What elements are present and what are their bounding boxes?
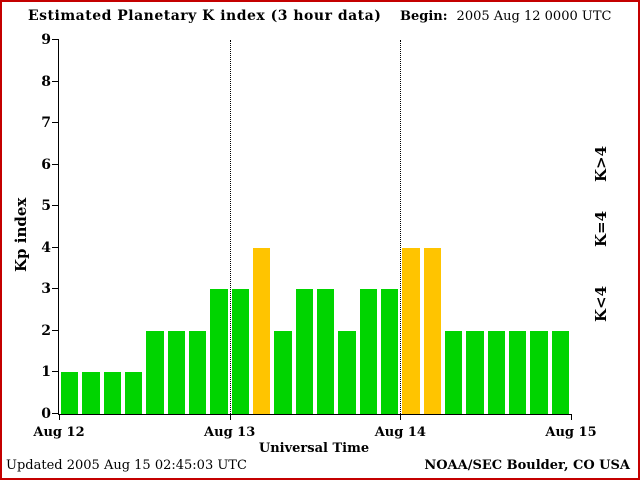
kp-bar-20: [487, 330, 505, 414]
kp-bar-10: [274, 330, 292, 414]
y-tick-8: [52, 80, 59, 82]
y-tick-4: [52, 246, 59, 248]
updated-timestamp: Updated 2005 Aug 15 02:45:03 UTC: [6, 458, 247, 473]
kp-bar-11: [295, 289, 313, 414]
x-axis-title: Universal Time: [258, 441, 370, 456]
kp-bar-5: [167, 330, 185, 414]
x-tick-0: [59, 414, 60, 420]
y-tick-label-0: 0: [41, 406, 51, 422]
y-tick-1: [52, 371, 59, 373]
credit-text: NOAA/SEC Boulder, CO USA: [424, 458, 630, 473]
begin-label: Begin:: [400, 9, 448, 24]
y-tick-5: [52, 205, 59, 207]
kp-bar-3: [125, 372, 143, 414]
kp-bar-23: [551, 330, 569, 414]
kp-bar-18: [445, 330, 463, 414]
y-tick-label-1: 1: [41, 364, 51, 381]
x-tick-label-3: Aug 15: [545, 425, 597, 440]
kp-bar-14: [359, 289, 377, 414]
y-tick-label-8: 8: [41, 73, 51, 90]
x-tick-label-2: Aug 14: [374, 425, 426, 440]
x-tick-2: [400, 414, 402, 420]
legend-label-k-lt-4: K<4: [592, 285, 610, 322]
kp-bar-13: [338, 330, 356, 414]
y-tick-3: [52, 288, 59, 290]
day-boundary-line-0: [229, 40, 231, 414]
y-tick-9: [52, 39, 59, 40]
y-tick-label-6: 6: [41, 156, 51, 173]
kp-bar-21: [509, 330, 527, 414]
y-tick-7: [52, 122, 59, 124]
kp-bar-19: [466, 330, 484, 414]
kp-bar-1: [82, 372, 100, 414]
kp-bar-7: [210, 289, 228, 414]
page-title: Estimated Planetary K index (3 hour data…: [28, 8, 382, 24]
y-tick-label-3: 3: [41, 281, 51, 298]
begin-value: 2005 Aug 12 0000 UTC: [456, 9, 612, 24]
x-tick-label-0: Aug 12: [33, 425, 85, 440]
x-tick-1: [229, 414, 231, 420]
kp-bar-12: [317, 289, 335, 414]
y-tick-label-5: 5: [41, 198, 51, 215]
kp-bar-0: [61, 372, 79, 414]
y-tick-label-7: 7: [41, 115, 51, 132]
legend-label-k-gt-4: K>4: [592, 145, 610, 182]
kp-bar-9: [253, 247, 271, 414]
y-tick-2: [52, 329, 59, 331]
x-tick-label-1: Aug 13: [204, 425, 256, 440]
kp-bar-15: [381, 289, 399, 414]
y-tick-label-4: 4: [41, 239, 51, 256]
kp-bar-16: [402, 247, 420, 414]
kp-bar-2: [103, 372, 121, 414]
plot-area: 0 1 2 3 4 5 6 7 8 9 Aug 12 Aug 13 Aug 14 Aug 15: [33, 32, 596, 440]
y-tick-0: [52, 413, 59, 414]
kp-bar-22: [530, 330, 548, 414]
y-tick-label-2: 2: [41, 322, 51, 339]
kp-bar-17: [423, 247, 441, 414]
y-tick-6: [52, 163, 59, 165]
legend-label-k-eq-4: K=4: [592, 210, 610, 247]
y-tick-label-9: 9: [41, 32, 51, 48]
kp-bar-8: [231, 289, 249, 414]
begin-info: Begin: 2005 Aug 12 0000 UTC: [400, 9, 611, 24]
kp-bar-6: [189, 330, 207, 414]
day-boundary-line-1: [400, 40, 402, 414]
kp-bar-4: [146, 330, 164, 414]
y-axis-title: Kp index: [12, 197, 30, 272]
x-tick-3: [571, 414, 572, 420]
